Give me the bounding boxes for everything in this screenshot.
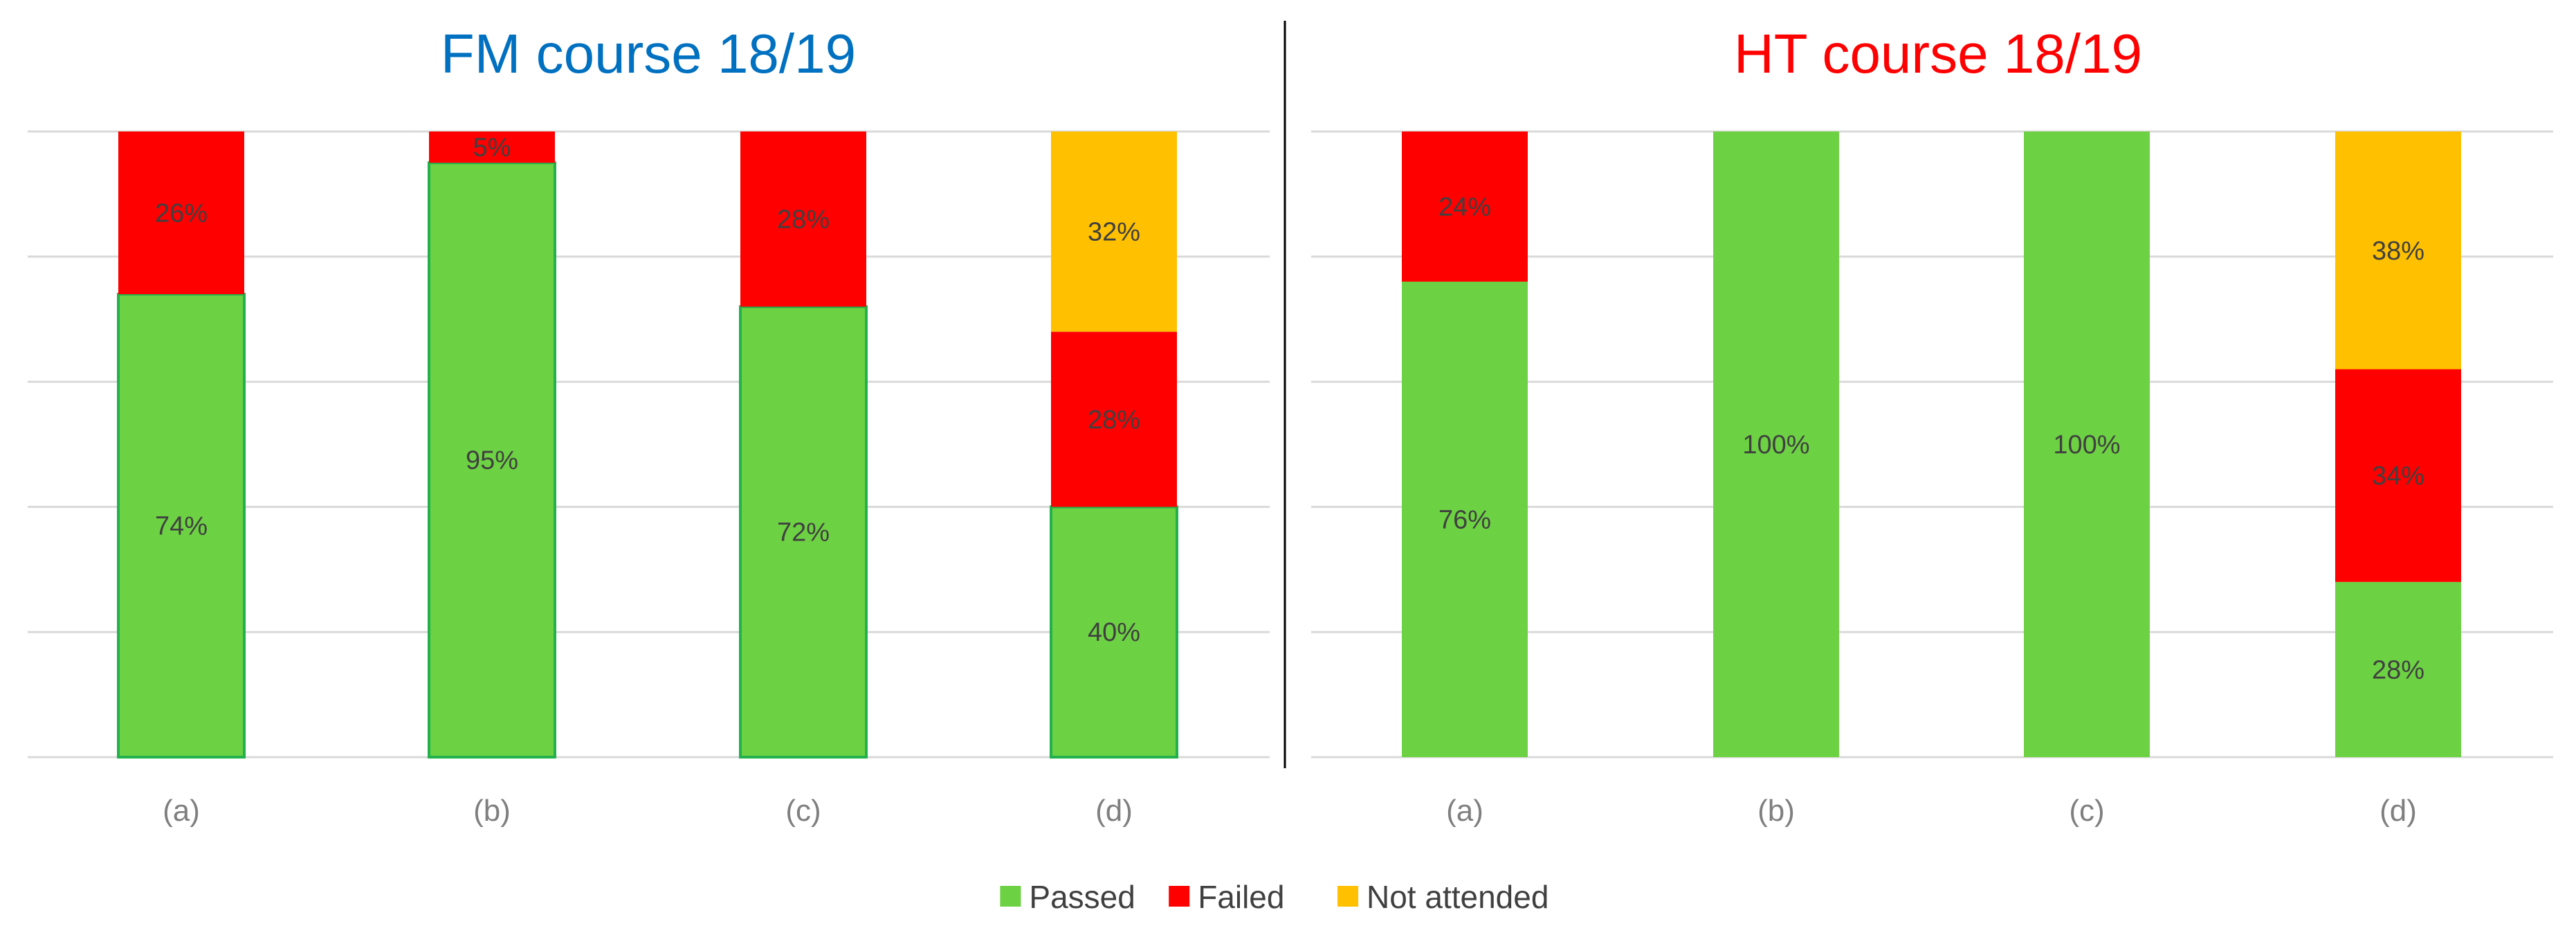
x-tick-label: (d) [1095, 794, 1133, 828]
x-tick-label: (c) [2069, 794, 2104, 828]
bar-segment-failed [1051, 332, 1177, 507]
legend: Passed Failed Not attended [1000, 879, 1549, 915]
legend-label: Failed [1198, 879, 1284, 915]
x-tick-label: (d) [2379, 794, 2417, 828]
data-label: 74% [155, 512, 208, 541]
chart-title: HT course 18/19 [1734, 23, 2142, 84]
chart-title: FM course 18/19 [441, 23, 856, 84]
data-label: 28% [777, 206, 830, 235]
bar-segment-failed [118, 131, 244, 295]
bar-segment-not-attended [1051, 131, 1177, 332]
data-label: 28% [2372, 655, 2424, 684]
x-tick-label: (c) [785, 794, 821, 828]
bar-segment-passed [1050, 505, 1178, 759]
bar-segment-passed [1402, 281, 1528, 758]
bar-segment-failed [429, 131, 555, 163]
bar-segment-passed [1713, 131, 1839, 757]
bar-segment-passed [428, 161, 556, 759]
legend-swatch-not-attended [1337, 886, 1358, 907]
legend-label: Not attended [1367, 879, 1549, 915]
data-label: 26% [155, 199, 208, 228]
legend-label: Passed [1029, 879, 1135, 915]
chart-panel-1: FM course 18/19 74% 26% (a) 95% 5% (b) 72% 28% (c… [28, 23, 1270, 828]
legend-swatch-failed [1169, 886, 1190, 907]
bar-segment-passed [117, 293, 246, 759]
x-tick-label: (b) [473, 794, 511, 828]
x-tick-label: (a) [163, 794, 200, 828]
legend-swatch-passed [1000, 886, 1021, 907]
x-tick-label: (b) [1757, 794, 1795, 828]
data-label: 34% [2372, 462, 2424, 491]
x-tick-label: (a) [1446, 794, 1483, 828]
bar-segment-passed [2024, 131, 2150, 757]
data-label: 38% [2372, 237, 2424, 266]
data-label: 32% [1088, 218, 1140, 247]
bar-segment-passed [739, 305, 868, 759]
bar-segment-failed [1402, 131, 1528, 282]
data-label: 76% [1438, 505, 1491, 534]
bar-segment-not-attended [2335, 131, 2461, 370]
bar-segment-failed [2335, 369, 2461, 582]
bar-segment-passed [2335, 581, 2461, 757]
bar-segment-failed [740, 131, 866, 307]
data-label: 95% [466, 446, 518, 475]
data-label: 72% [777, 518, 830, 547]
data-label: 24% [1438, 192, 1491, 221]
data-label: 100% [2053, 430, 2120, 460]
data-label: 5% [473, 134, 511, 163]
data-label: 28% [1088, 406, 1140, 435]
data-label: 40% [1088, 618, 1140, 647]
chart-panel-2: HT course 18/19 76% 24% (a) 100% (b) 100% (c) 28… [1311, 23, 2553, 828]
data-label: 100% [1742, 430, 1809, 460]
